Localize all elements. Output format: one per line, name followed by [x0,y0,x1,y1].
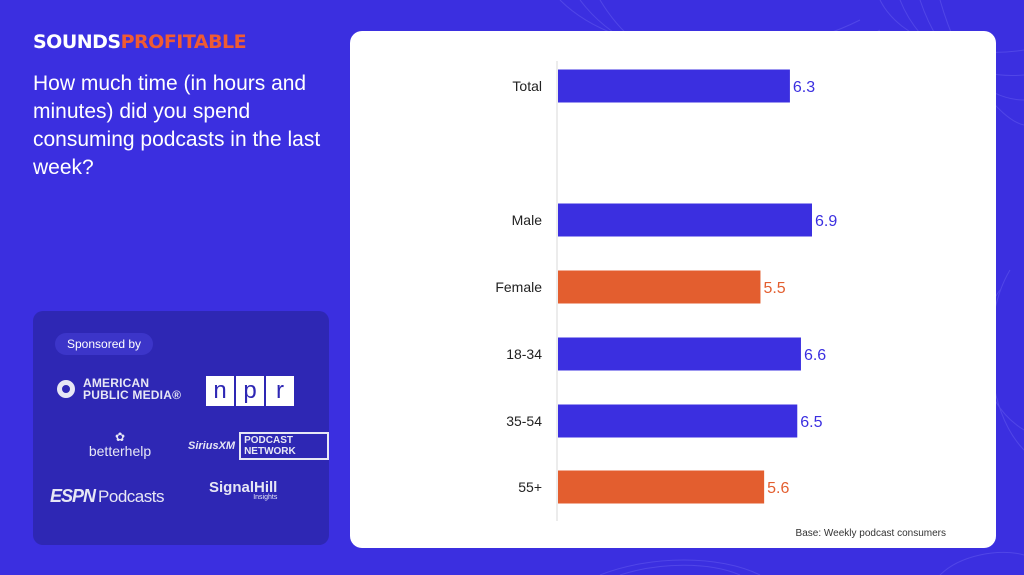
category-label: Female [495,279,542,295]
value-label: 5.6 [767,480,789,497]
bar [558,203,812,237]
bar [558,337,801,371]
bar [558,69,790,103]
siriusxm-network-text: PODCAST NETWORK [239,432,329,460]
brand-word-profitable: PROFITABLE [120,31,247,53]
betterhelp-leaf-icon: ✿ [114,430,126,444]
category-label: Total [512,78,542,94]
betterhelp-logo: ✿ betterhelp [75,431,165,459]
npr-logo: n p r [206,376,294,406]
espn-logo-text: ESPN [50,486,96,506]
base-note: Base: Weekly podcast consumers [795,528,946,539]
signalhill-logo-text: SignalHill [209,479,278,496]
category-label: 18-34 [506,346,542,362]
bar [558,470,765,504]
value-label: 6.3 [793,79,815,96]
sponsor-panel: Sponsored by AMERICAN PUBLIC MEDIA® n p … [33,311,329,545]
espn-podcasts-text: Podcasts [98,487,164,506]
chart-card: Total 6.3 Male 6.9 Female 5.5 18-34 6.6 35-54 6.5… [350,31,996,548]
apm-logo-text: AMERICAN PUBLIC MEDIA® [83,376,182,402]
category-label: 35-54 [506,413,542,429]
value-label: 6.6 [804,347,826,364]
sponsor-label: Sponsored by [55,333,154,355]
brand-word-sounds: SOUNDS [33,31,121,53]
npr-letter-p: p [236,376,264,406]
apm-circle-icon [57,380,75,398]
betterhelp-logo-text: betterhelp [88,443,152,459]
apm-logo: AMERICAN PUBLIC MEDIA® [57,377,183,401]
espn-podcasts-logo: ESPN Podcasts [50,486,164,507]
value-label: 6.9 [815,213,837,230]
siriusxm-logo-text: SiriusXM [188,440,236,452]
npr-letter-n: n [206,376,234,406]
value-label: 6.5 [800,414,822,431]
signalhill-logo: SignalHill Insights [209,479,277,501]
value-label: 5.5 [763,280,785,297]
bar-chart: Total 6.3 Male 6.9 Female 5.5 18-34 6.6 35-54 6.5… [495,61,837,521]
siriusxm-logo: SiriusXM PODCAST NETWORK [188,432,329,460]
brand-logo: SOUNDSPROFITABLE [33,30,247,54]
bar [558,270,761,304]
bar [558,404,798,438]
category-label: Male [512,212,543,228]
npr-letter-r: r [266,376,294,406]
category-label: 55+ [518,479,542,495]
signalhill-sub-text: Insights [253,494,278,501]
question-title: How much time (in hours and minutes) did… [33,72,321,179]
